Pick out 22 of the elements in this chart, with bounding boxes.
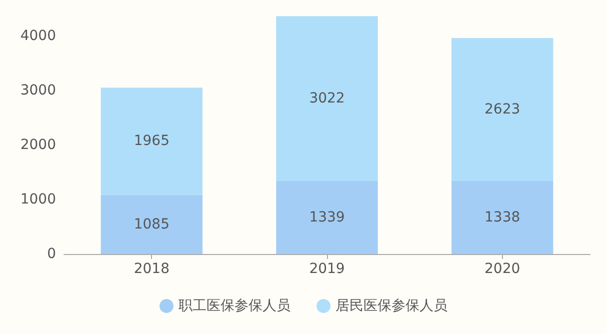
bar	[276, 180, 378, 254]
bar	[276, 16, 378, 181]
x-tick-label: 2019	[309, 261, 345, 277]
data-label: 3022	[309, 90, 345, 107]
data-label: 1085	[134, 216, 170, 232]
bar	[451, 181, 554, 254]
data-label: 1965	[134, 133, 170, 150]
bar	[451, 38, 554, 182]
y-tick-label: 4000	[20, 28, 56, 44]
y-tick-label: 2000	[20, 136, 56, 153]
y-tick-label: 1000	[20, 191, 56, 208]
legend-label: 职工医保参保人员	[178, 298, 290, 314]
y-tick-label: 3000	[20, 82, 56, 98]
x-tick-label: 2018	[134, 261, 170, 277]
data-label: 2623	[484, 101, 520, 118]
y-tick-label: 0	[47, 246, 56, 262]
legend-label: 居民医保参保人员	[336, 298, 448, 314]
data-label: 1339	[309, 209, 345, 226]
x-tick-label: 2020	[484, 261, 520, 277]
data-label: 1338	[484, 210, 520, 226]
bar	[100, 194, 203, 254]
bar	[100, 88, 203, 195]
